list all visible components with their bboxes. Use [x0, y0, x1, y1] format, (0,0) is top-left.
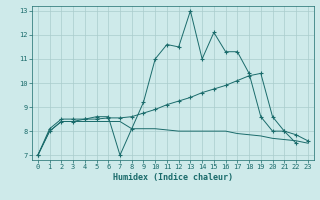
X-axis label: Humidex (Indice chaleur): Humidex (Indice chaleur) — [113, 173, 233, 182]
